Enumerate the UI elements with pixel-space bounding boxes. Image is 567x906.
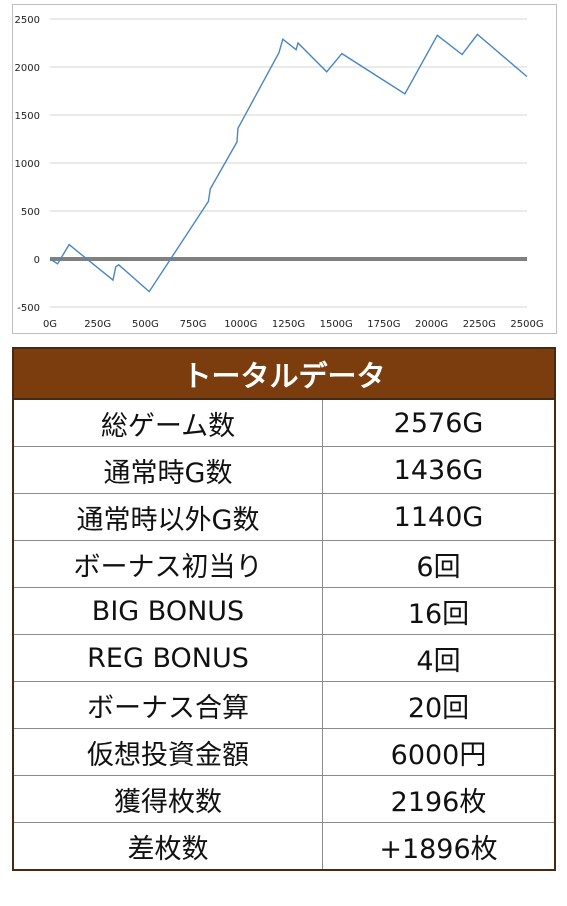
row-label: 通常時G数 bbox=[12, 446, 323, 494]
row-label: 総ゲーム数 bbox=[12, 398, 323, 447]
row-label: REG BONUS bbox=[12, 634, 323, 682]
row-value: 6回 bbox=[322, 540, 556, 588]
y-tick-label: 0 bbox=[34, 255, 40, 266]
row-label: 獲得枚数 bbox=[12, 775, 323, 823]
row-value: 20回 bbox=[322, 681, 556, 729]
table-row: ボーナス合算 20回 bbox=[12, 681, 556, 729]
chart-frame bbox=[12, 4, 557, 334]
table-row: 総ゲーム数 2576G bbox=[12, 398, 556, 447]
y-tick-label: 500 bbox=[21, 207, 40, 218]
table-body: 総ゲーム数 2576G 通常時G数 1436G 通常時以外G数 1140G ボーナス初当り 6… bbox=[12, 398, 556, 871]
line-chart: 2500 2000 1500 1000 500 0 -500 0G 250G 500G 750G 10… bbox=[0, 0, 567, 340]
y-tick-label: 1000 bbox=[15, 159, 40, 170]
y-tick-label: 2500 bbox=[15, 15, 40, 26]
row-value: 1140G bbox=[322, 493, 556, 541]
row-label: 仮想投資金額 bbox=[12, 728, 323, 776]
row-label: ボーナス初当り bbox=[12, 540, 323, 588]
y-tick-label: -500 bbox=[17, 303, 40, 314]
table-row: 差枚数 +1896枚 bbox=[12, 822, 556, 871]
y-tick-label: 1500 bbox=[15, 111, 40, 122]
table-title: トータルデータ bbox=[12, 347, 556, 400]
x-tick-label: 1000G bbox=[224, 319, 257, 330]
table-row: 通常時G数 1436G bbox=[12, 446, 556, 494]
row-label: 通常時以外G数 bbox=[12, 493, 323, 541]
row-value: 1436G bbox=[322, 446, 556, 494]
table-row: BIG BONUS 16回 bbox=[12, 587, 556, 635]
table-row: 通常時以外G数 1140G bbox=[12, 493, 556, 541]
row-value: 2196枚 bbox=[322, 775, 556, 823]
x-tick-label: 750G bbox=[180, 319, 207, 330]
row-value: 6000円 bbox=[322, 728, 556, 776]
x-tick-label: 2250G bbox=[463, 319, 496, 330]
x-tick-label: 0G bbox=[43, 319, 57, 330]
table-row: ボーナス初当り 6回 bbox=[12, 540, 556, 588]
row-value: 4回 bbox=[322, 634, 556, 682]
x-tick-label: 2500G bbox=[510, 319, 543, 330]
y-tick-label: 2000 bbox=[15, 63, 40, 74]
row-value: +1896枚 bbox=[322, 822, 556, 871]
row-value: 2576G bbox=[322, 398, 556, 447]
x-tick-label: 250G bbox=[84, 319, 111, 330]
table-row: REG BONUS 4回 bbox=[12, 634, 556, 682]
row-label: ボーナス合算 bbox=[12, 681, 323, 729]
series-line bbox=[49, 33, 528, 293]
x-tick-label: 2000G bbox=[415, 319, 448, 330]
table-row: 仮想投資金額 6000円 bbox=[12, 728, 556, 776]
x-tick-label: 1500G bbox=[320, 319, 353, 330]
total-data-table: トータルデータ 総ゲーム数 2576G 通常時G数 1436G 通常時以外G数 1140G… bbox=[12, 347, 556, 871]
x-tick-label: 1750G bbox=[367, 319, 400, 330]
row-label: 差枚数 bbox=[12, 822, 323, 871]
table-row: 獲得枚数 2196枚 bbox=[12, 775, 556, 823]
row-value: 16回 bbox=[322, 587, 556, 635]
x-tick-label: 1250G bbox=[272, 319, 305, 330]
row-label: BIG BONUS bbox=[12, 587, 323, 635]
x-tick-label: 500G bbox=[132, 319, 159, 330]
